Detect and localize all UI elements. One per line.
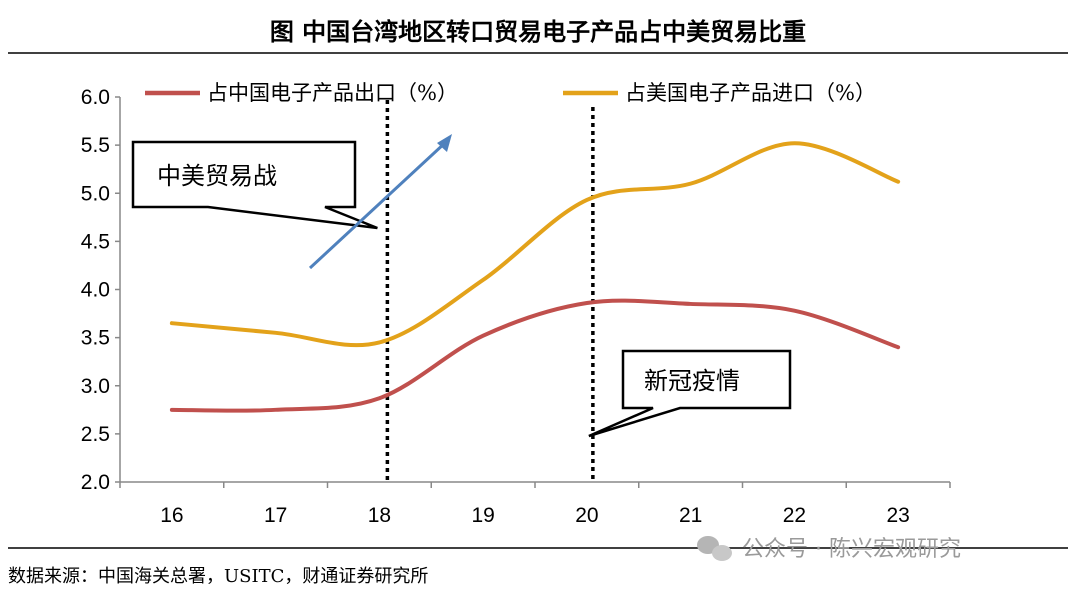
watermark: 公众号 · 陈兴宏观研究 xyxy=(742,537,961,562)
series-line-2 xyxy=(169,141,901,348)
y-tick-label: 6.0 xyxy=(81,86,110,109)
y-tick-label: 4.5 xyxy=(81,230,110,253)
wechat-icon xyxy=(697,536,732,561)
y-tick-label: 5.0 xyxy=(81,182,110,205)
y-tick-label: 4.0 xyxy=(81,279,110,302)
x-tick-label: 20 xyxy=(575,504,598,527)
covid-label: 新冠疫情 xyxy=(644,367,740,395)
x-tick-label: 21 xyxy=(679,504,702,527)
x-tick-label: 19 xyxy=(471,504,494,527)
trade-war-callout-box xyxy=(131,140,378,230)
y-tick-label: 3.0 xyxy=(81,375,110,398)
x-tick-label: 16 xyxy=(160,504,183,527)
trend-arrow-line xyxy=(308,140,448,270)
x-tick-label: 22 xyxy=(783,504,806,527)
trend-arrow-head-icon xyxy=(437,134,452,152)
covid-callout-box xyxy=(588,349,792,438)
chart-title: 图 中国台湾地区转口贸易电子产品占中美贸易比重 xyxy=(270,17,806,46)
y-tick-label: 2.5 xyxy=(81,423,110,446)
x-tick-label: 23 xyxy=(886,504,909,527)
legend-label-2: 占美国电子产品进口（%） xyxy=(625,81,876,105)
legend-label-1: 占中国电子产品出口（%） xyxy=(207,81,458,105)
x-tick-label: 18 xyxy=(368,504,391,527)
y-tick-label: 2.0 xyxy=(81,471,110,494)
source-note: 数据来源：中国海关总署，USITC，财通证券研究所 xyxy=(8,566,428,587)
x-tick-label: 17 xyxy=(264,504,287,527)
trade-war-label: 中美贸易战 xyxy=(157,162,277,190)
y-tick-label: 3.5 xyxy=(81,327,110,350)
y-tick-label: 5.5 xyxy=(81,134,110,157)
series-line-1 xyxy=(169,298,901,413)
